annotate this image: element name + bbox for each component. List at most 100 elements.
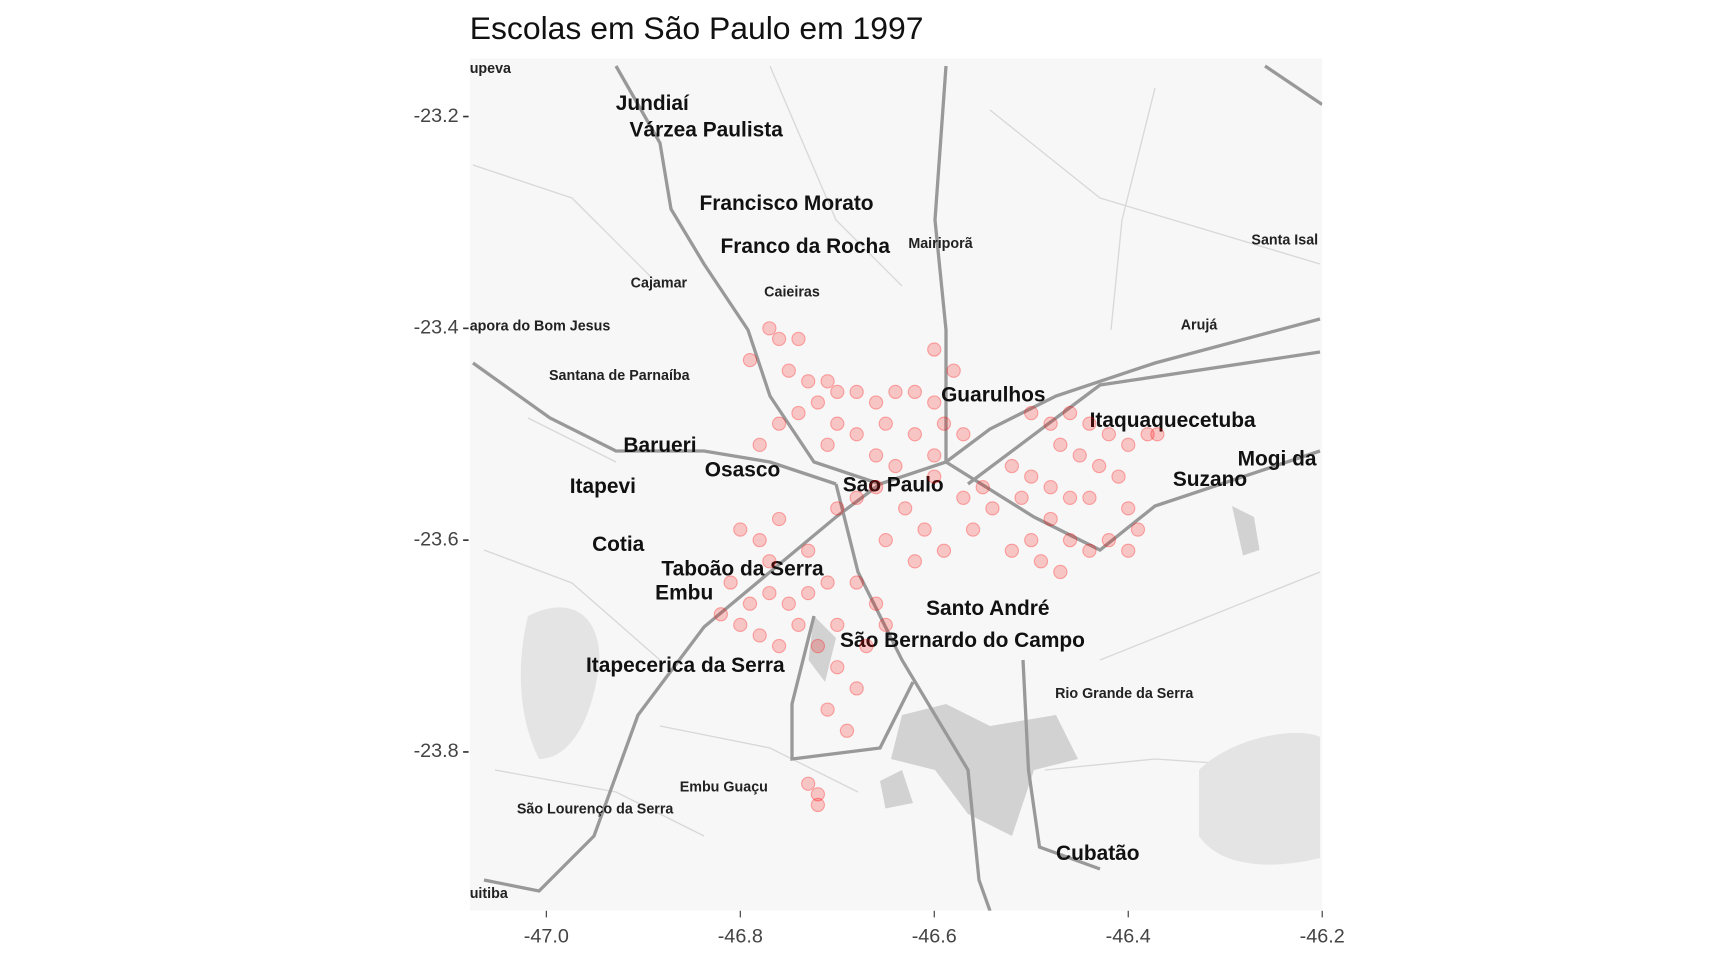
school-point xyxy=(1004,458,1019,474)
school-point xyxy=(1082,416,1097,431)
place-label: Francisco Morato xyxy=(699,192,873,215)
school-point xyxy=(936,543,952,558)
place-label: Embu xyxy=(655,582,713,605)
school-point xyxy=(1062,532,1078,548)
school-point xyxy=(1024,405,1039,421)
school-point xyxy=(1121,543,1136,558)
school-point xyxy=(1053,564,1068,580)
ring-road xyxy=(790,615,915,761)
school-point xyxy=(927,395,942,410)
school-point xyxy=(849,427,864,442)
school-point xyxy=(1072,448,1087,463)
place-label: Várzea Paulista xyxy=(630,118,784,141)
place-label: Embu Guaçu xyxy=(680,779,768,795)
place-label: Itaquaquecetuba xyxy=(1090,409,1256,432)
highway xyxy=(933,65,1321,552)
y-tick-label: -23.4 xyxy=(414,317,459,339)
school-point xyxy=(801,585,816,601)
school-point xyxy=(1043,480,1058,495)
school-point xyxy=(907,427,923,442)
place-label: Itapevi xyxy=(570,475,636,498)
highway xyxy=(1264,64,1323,106)
x-tick-label: -46.2 xyxy=(1300,925,1345,947)
school-point xyxy=(820,575,835,590)
place-label: uitiba xyxy=(470,886,509,902)
school-point xyxy=(771,416,787,431)
school-point xyxy=(820,437,835,452)
highway xyxy=(834,483,992,911)
school-point xyxy=(1121,437,1136,452)
chart-title: Escolas em São Paulo em 1997 xyxy=(470,10,924,46)
school-point xyxy=(1024,532,1039,548)
school-point xyxy=(1101,532,1116,548)
school-point xyxy=(849,681,864,696)
school-point xyxy=(762,554,777,569)
school-point xyxy=(820,374,835,389)
school-point xyxy=(733,522,748,537)
school-point xyxy=(878,416,893,431)
place-label: Mairiporã xyxy=(908,236,972,252)
reserve-area xyxy=(520,607,600,759)
highway xyxy=(472,361,837,486)
x-tick-label: -46.8 xyxy=(718,925,763,947)
place-label: Osasco xyxy=(705,458,780,481)
school-point xyxy=(830,416,845,431)
x-tick-label: -46.6 xyxy=(912,925,957,947)
school-point xyxy=(985,501,1000,516)
school-point xyxy=(907,554,923,569)
school-point xyxy=(830,660,845,675)
place-label: Rio Grande da Serra xyxy=(1055,686,1194,702)
school-point xyxy=(781,596,796,611)
school-point xyxy=(927,469,942,484)
place-labels: upeva Jundiaí Várzea Paulista Francisco Mor… xyxy=(470,61,1318,902)
school-point xyxy=(907,384,923,400)
school-point xyxy=(1101,427,1116,442)
school-point xyxy=(791,331,806,347)
school-point xyxy=(1004,543,1019,558)
school-point xyxy=(956,427,971,442)
school-point xyxy=(762,321,777,336)
school-point xyxy=(849,490,864,505)
school-point xyxy=(771,331,787,347)
school-point xyxy=(888,458,903,474)
school-point xyxy=(830,617,845,633)
school-point xyxy=(752,437,767,452)
school-point xyxy=(742,596,758,611)
school-point xyxy=(927,342,942,357)
school-point xyxy=(801,374,816,389)
school-point xyxy=(791,617,806,633)
school-point xyxy=(791,405,806,421)
place-label: Guarulhos xyxy=(941,384,1045,407)
school-point xyxy=(1111,469,1126,484)
place-label: Cotia xyxy=(592,533,645,556)
school-point xyxy=(1062,490,1078,505)
place-label: São Bernardo do Campo xyxy=(840,629,1085,652)
school-point xyxy=(810,787,826,802)
y-tick-label: -23.8 xyxy=(414,740,459,762)
school-point xyxy=(1043,511,1058,527)
place-label: Cajamar xyxy=(631,276,688,292)
place-label: Caieiras xyxy=(764,284,820,300)
school-point xyxy=(830,501,845,516)
school-point xyxy=(820,702,835,717)
school-point xyxy=(1140,427,1155,442)
place-label: Santo André xyxy=(926,597,1049,620)
basemap: upeva Jundiaí Várzea Paulista Francisco Mor… xyxy=(469,58,1323,911)
school-point xyxy=(1091,458,1107,474)
school-point xyxy=(752,532,767,548)
highway xyxy=(614,65,1321,486)
place-label: upeva xyxy=(470,61,512,77)
place-label: Arujá xyxy=(1181,317,1218,333)
school-point xyxy=(936,416,952,431)
school-point xyxy=(878,617,893,633)
school-point xyxy=(1043,416,1058,431)
map-plot: upeva Jundiaí Várzea Paulista Francisco Mor… xyxy=(414,10,1345,947)
school-point xyxy=(956,490,971,505)
highway xyxy=(483,482,881,893)
place-label: Taboão da Serra xyxy=(661,557,824,580)
x-tick-label: -46.4 xyxy=(1106,925,1151,947)
x-tick-label: -47.0 xyxy=(524,925,569,947)
school-point xyxy=(898,501,913,516)
